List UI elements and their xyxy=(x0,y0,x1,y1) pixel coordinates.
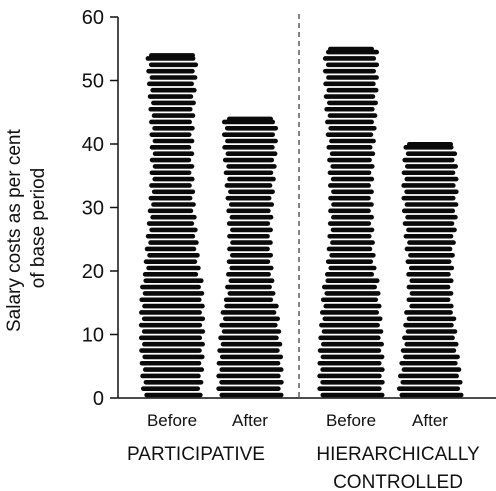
x-category-label: Before xyxy=(147,411,197,430)
x-category-label: Before xyxy=(326,411,376,430)
y-tick-label: 10 xyxy=(82,325,104,347)
bar xyxy=(396,142,464,398)
y-axis-label: Salary costs as per cent of base period xyxy=(4,124,49,332)
y-axis-label-line1: Salary costs as per cent xyxy=(4,129,25,332)
x-category-label: After xyxy=(232,411,268,430)
y-tick-label: 40 xyxy=(82,134,104,156)
group-label: CONTROLLED xyxy=(333,472,463,491)
group-label: HIERARCHICALLY xyxy=(316,444,480,465)
y-tick-label: 60 xyxy=(82,7,104,29)
x-category-label: After xyxy=(412,411,448,430)
y-axis-label-line2: of base period xyxy=(28,168,49,288)
y-tick-label: 30 xyxy=(82,198,104,220)
group-label: PARTICIPATIVE xyxy=(127,444,265,465)
y-tick-label: 20 xyxy=(82,261,104,283)
y-tick-label: 0 xyxy=(93,388,104,410)
bar xyxy=(317,46,385,398)
bar xyxy=(138,53,206,398)
bar xyxy=(216,116,284,398)
y-tick-label: 50 xyxy=(82,71,104,93)
